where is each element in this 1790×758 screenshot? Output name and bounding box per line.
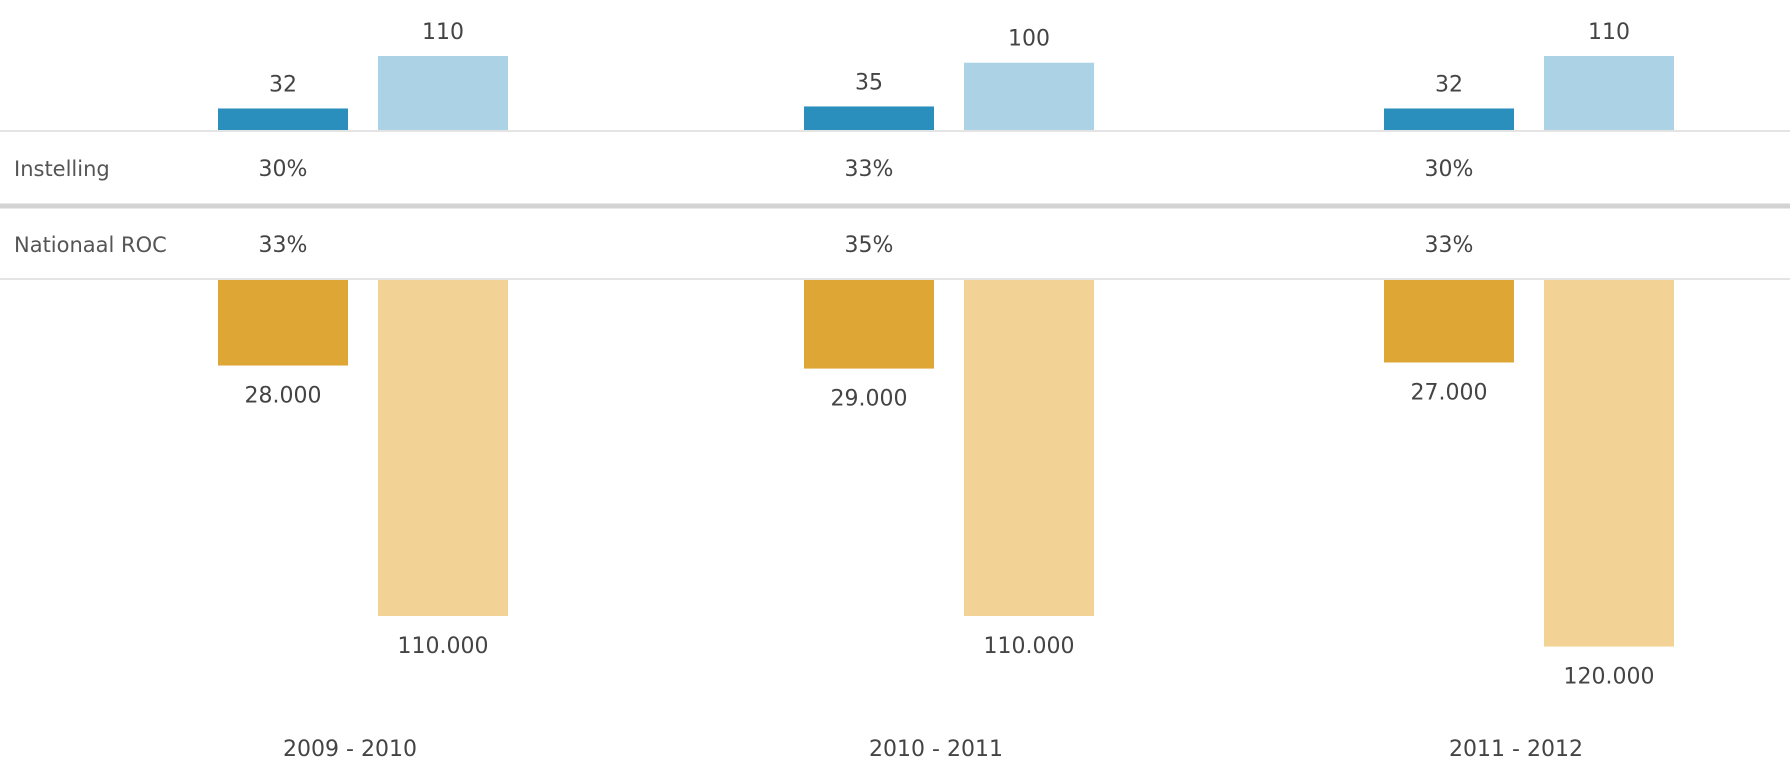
- bottom-bar-light: [964, 280, 1094, 616]
- top-bar-value-label: 32: [1435, 72, 1463, 97]
- top-bar-dark: [804, 106, 934, 130]
- bottom-bar-value-label: 110.000: [984, 634, 1075, 659]
- top-bar-light: [378, 56, 508, 130]
- category-axis: 2009 - 2010 2010 - 2011 2011 - 2012: [283, 737, 1583, 758]
- bottom-bar-dark: [804, 280, 934, 369]
- category-label: 2010 - 2011: [869, 737, 1003, 758]
- top-bar-value-label: 35: [855, 70, 883, 95]
- row-value: 35%: [845, 233, 894, 258]
- row-label: Nationaal ROC: [14, 233, 167, 257]
- comparison-rows: Instelling 30% 33% 30% Nationaal ROC 33% 35% 33…: [0, 130, 1790, 280]
- category-label: 2011 - 2012: [1449, 737, 1583, 758]
- top-bar-dark: [1384, 108, 1514, 130]
- top-bar-dark: [218, 108, 348, 130]
- top-bar-value-label: 110: [1588, 20, 1630, 45]
- top-bar-light: [1544, 56, 1674, 130]
- top-bar-value-label: 32: [269, 72, 297, 97]
- bottom-bar-value-label: 28.000: [245, 384, 322, 409]
- bottom-bar-value-label: 120.000: [1564, 665, 1655, 690]
- row-value: 33%: [259, 233, 308, 258]
- bottom-bar-dark: [218, 280, 348, 366]
- bottom-bar-value-label: 110.000: [398, 634, 489, 659]
- bottom-bar-light: [1544, 280, 1674, 647]
- top-bar-light: [964, 62, 1094, 130]
- top-bar-value-label: 100: [1008, 27, 1050, 52]
- row-value: 30%: [259, 157, 308, 182]
- bottom-bar-value-label: 27.000: [1411, 380, 1488, 405]
- bottom-bar-value-label: 29.000: [831, 387, 908, 412]
- row-label: Instelling: [14, 157, 110, 181]
- bottom-bar-light: [378, 280, 508, 616]
- category-label: 2009 - 2010: [283, 737, 417, 758]
- row-value: 30%: [1425, 157, 1474, 182]
- row-value: 33%: [1425, 233, 1474, 258]
- bottom-bars-group: 28.000 110.000 29.000 110.000 27.000 120.000: [218, 280, 1674, 690]
- bottom-bar-dark: [1384, 280, 1514, 363]
- top-bar-value-label: 110: [422, 20, 464, 45]
- row-value: 33%: [845, 157, 894, 182]
- top-bars-group: 32 110 35 100 32 110: [218, 20, 1674, 130]
